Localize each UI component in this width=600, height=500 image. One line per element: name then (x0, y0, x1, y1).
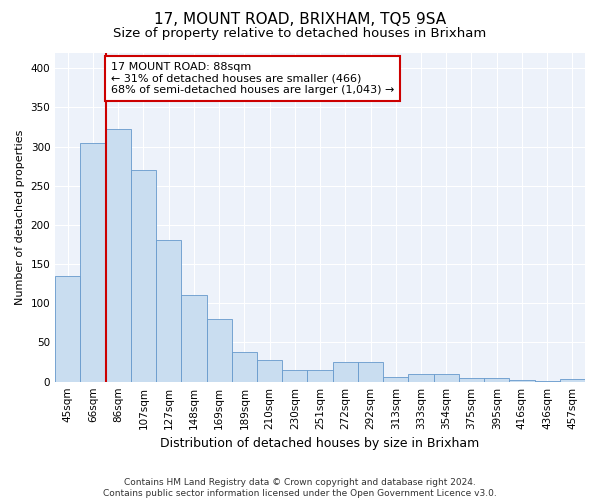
Bar (181, 294, 206, 382)
Y-axis label: Number of detached properties: Number of detached properties (15, 130, 25, 305)
Bar (434, 374, 459, 382)
Bar (156, 240, 181, 382)
Bar (106, 130, 131, 382)
Bar (383, 377, 409, 382)
Bar (358, 362, 383, 382)
Bar (509, 380, 535, 382)
Bar (257, 360, 282, 382)
Bar (80, 142, 106, 382)
X-axis label: Distribution of detached houses by size in Brixham: Distribution of detached houses by size … (160, 437, 480, 450)
Bar (131, 170, 156, 382)
Bar (560, 378, 585, 382)
Bar (55, 276, 80, 382)
Bar (307, 370, 332, 382)
Text: 17, MOUNT ROAD, BRIXHAM, TQ5 9SA: 17, MOUNT ROAD, BRIXHAM, TQ5 9SA (154, 12, 446, 28)
Bar (459, 378, 484, 382)
Text: Contains HM Land Registry data © Crown copyright and database right 2024.
Contai: Contains HM Land Registry data © Crown c… (103, 478, 497, 498)
Bar (232, 352, 257, 382)
Bar (484, 378, 509, 382)
Text: Size of property relative to detached houses in Brixham: Size of property relative to detached ho… (113, 28, 487, 40)
Text: 17 MOUNT ROAD: 88sqm
← 31% of detached houses are smaller (466)
68% of semi-deta: 17 MOUNT ROAD: 88sqm ← 31% of detached h… (110, 62, 394, 95)
Bar (535, 381, 560, 382)
Bar (282, 370, 307, 382)
Bar (206, 319, 232, 382)
Bar (332, 362, 358, 382)
Bar (409, 374, 434, 382)
